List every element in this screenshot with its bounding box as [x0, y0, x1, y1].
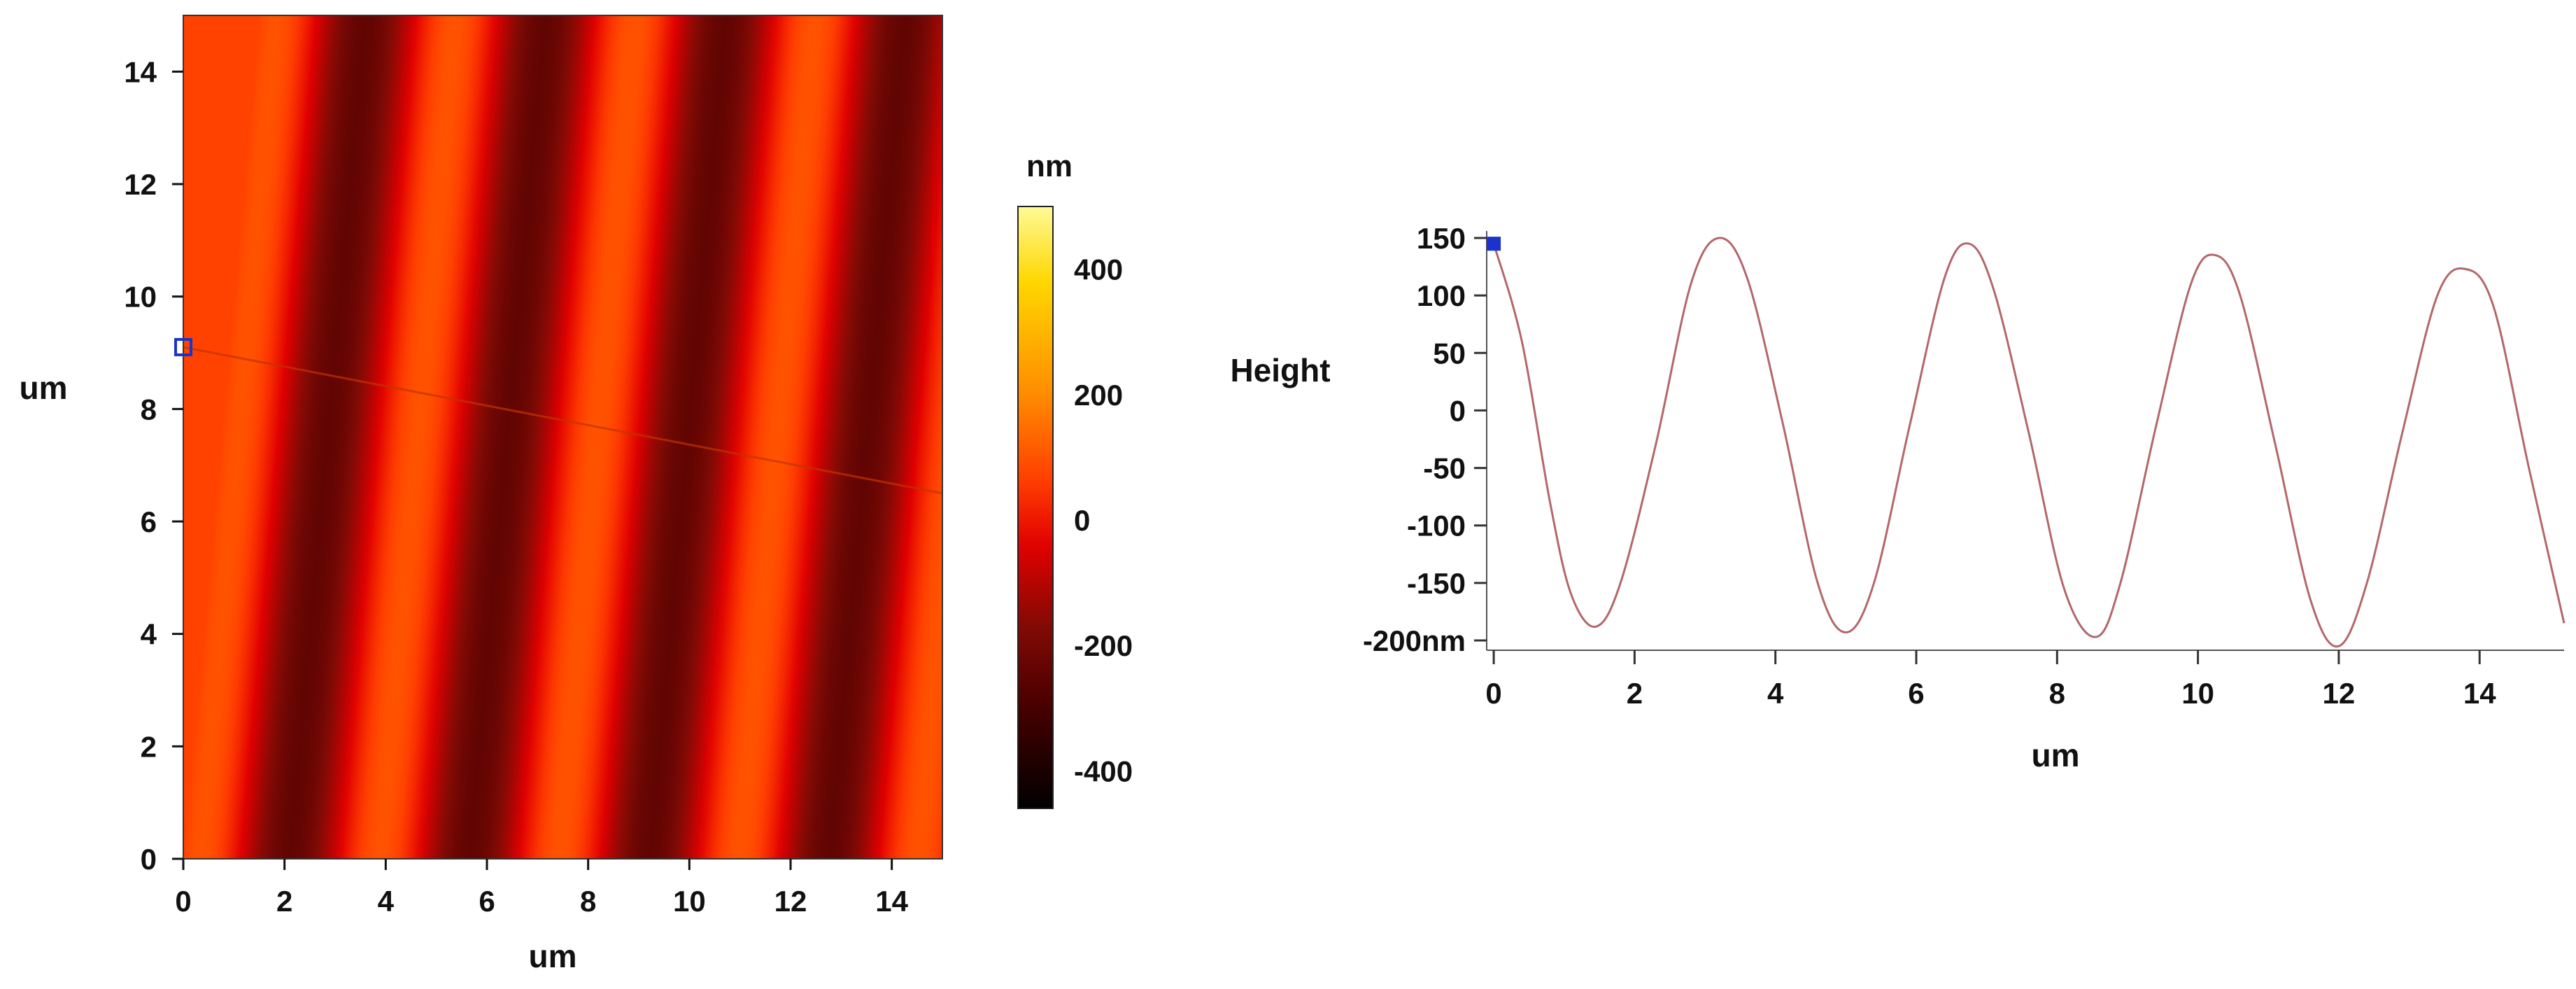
profile-y-tick-label: -150 — [1407, 567, 1466, 600]
profile-start-marker — [1487, 237, 1501, 251]
x-axis-ticks: 0 2 4 6 8 10 12 14 — [175, 859, 909, 918]
profile-y-tick-label: 0 — [1450, 394, 1466, 427]
colorbar: 400 200 0 -200 -400 nm — [1017, 149, 1133, 809]
y-axis-label: um — [20, 370, 68, 406]
profile-x-tick-label: 4 — [1767, 677, 1784, 710]
y-axis-ticks: 0 2 4 6 8 10 12 14 — [124, 55, 183, 876]
x-tick-label: 0 — [175, 885, 191, 918]
height-map-stripes — [183, 15, 942, 859]
profile-y-tick-label: 150 — [1417, 222, 1466, 255]
profile-y-tick-label: -100 — [1407, 510, 1466, 542]
colorbar-tick-label: 200 — [1074, 379, 1123, 412]
profile-series-line — [1492, 237, 2566, 648]
x-tick-label: 10 — [673, 885, 706, 918]
profile-x-axis-ticks: 0 2 4 6 8 10 12 14 — [1485, 650, 2496, 710]
profile-y-tick-label: -50 — [1423, 452, 1466, 485]
profile-y-axis-label: Height — [1230, 352, 1330, 388]
height-map-image — [174, 15, 943, 860]
profile-x-tick-label: 10 — [2181, 677, 2214, 710]
x-tick-label: 12 — [774, 885, 807, 918]
colorbar-tick-label: 400 — [1074, 253, 1123, 286]
x-tick-label: 6 — [479, 885, 495, 918]
x-tick-label: 14 — [875, 885, 908, 918]
y-tick-label: 8 — [141, 393, 157, 426]
profile-y-tick-label: 50 — [1433, 337, 1466, 370]
height-profile-chart: 0 2 4 6 8 10 12 14 150 100 50 0 -50 -100 -150 -200nm u… — [1230, 222, 2566, 773]
y-tick-label: 14 — [124, 55, 157, 88]
colorbar-unit-label: nm — [1026, 149, 1073, 183]
profile-line — [183, 346, 943, 495]
y-tick-label: 12 — [124, 168, 157, 201]
y-tick-label: 6 — [141, 505, 157, 538]
profile-x-tick-label: 12 — [2323, 677, 2356, 710]
profile-x-tick-label: 8 — [2049, 677, 2065, 710]
colorbar-gradient — [1017, 206, 1054, 809]
colorbar-tick-label: -400 — [1074, 755, 1133, 787]
x-tick-label: 2 — [276, 885, 292, 918]
profile-y-tick-label: -200nm — [1363, 624, 1466, 657]
profile-x-tick-label: 0 — [1485, 677, 1501, 710]
profile-x-tick-label: 2 — [1627, 677, 1643, 710]
profile-y-tick-label: 100 — [1417, 279, 1466, 312]
y-tick-label: 10 — [124, 281, 157, 314]
profile-start-marker — [174, 337, 192, 356]
profile-x-tick-label: 6 — [1908, 677, 1924, 710]
y-tick-label: 4 — [141, 618, 157, 651]
profile-x-axis-label: um — [2032, 737, 2080, 773]
profile-series — [1487, 237, 2566, 648]
y-tick-label: 0 — [141, 843, 157, 876]
colorbar-ticks: 400 200 0 -200 -400 — [1018, 253, 1133, 787]
profile-y-axis-ticks: 150 100 50 0 -50 -100 -150 -200nm — [1363, 222, 1487, 657]
y-tick-label: 2 — [141, 730, 157, 763]
profile-axes — [1486, 231, 2564, 651]
profile-x-tick-label: 14 — [2463, 677, 2496, 710]
x-tick-label: 8 — [580, 885, 596, 918]
plot-frame — [183, 15, 943, 860]
x-axis-label: um — [529, 938, 577, 974]
height-map-chart: 0 2 4 6 8 10 12 14 0 2 4 6 8 10 12 14 um um — [20, 15, 943, 974]
colorbar-tick-label: 0 — [1074, 504, 1090, 537]
x-tick-label: 4 — [378, 885, 395, 918]
colorbar-tick-label: -200 — [1074, 629, 1133, 662]
